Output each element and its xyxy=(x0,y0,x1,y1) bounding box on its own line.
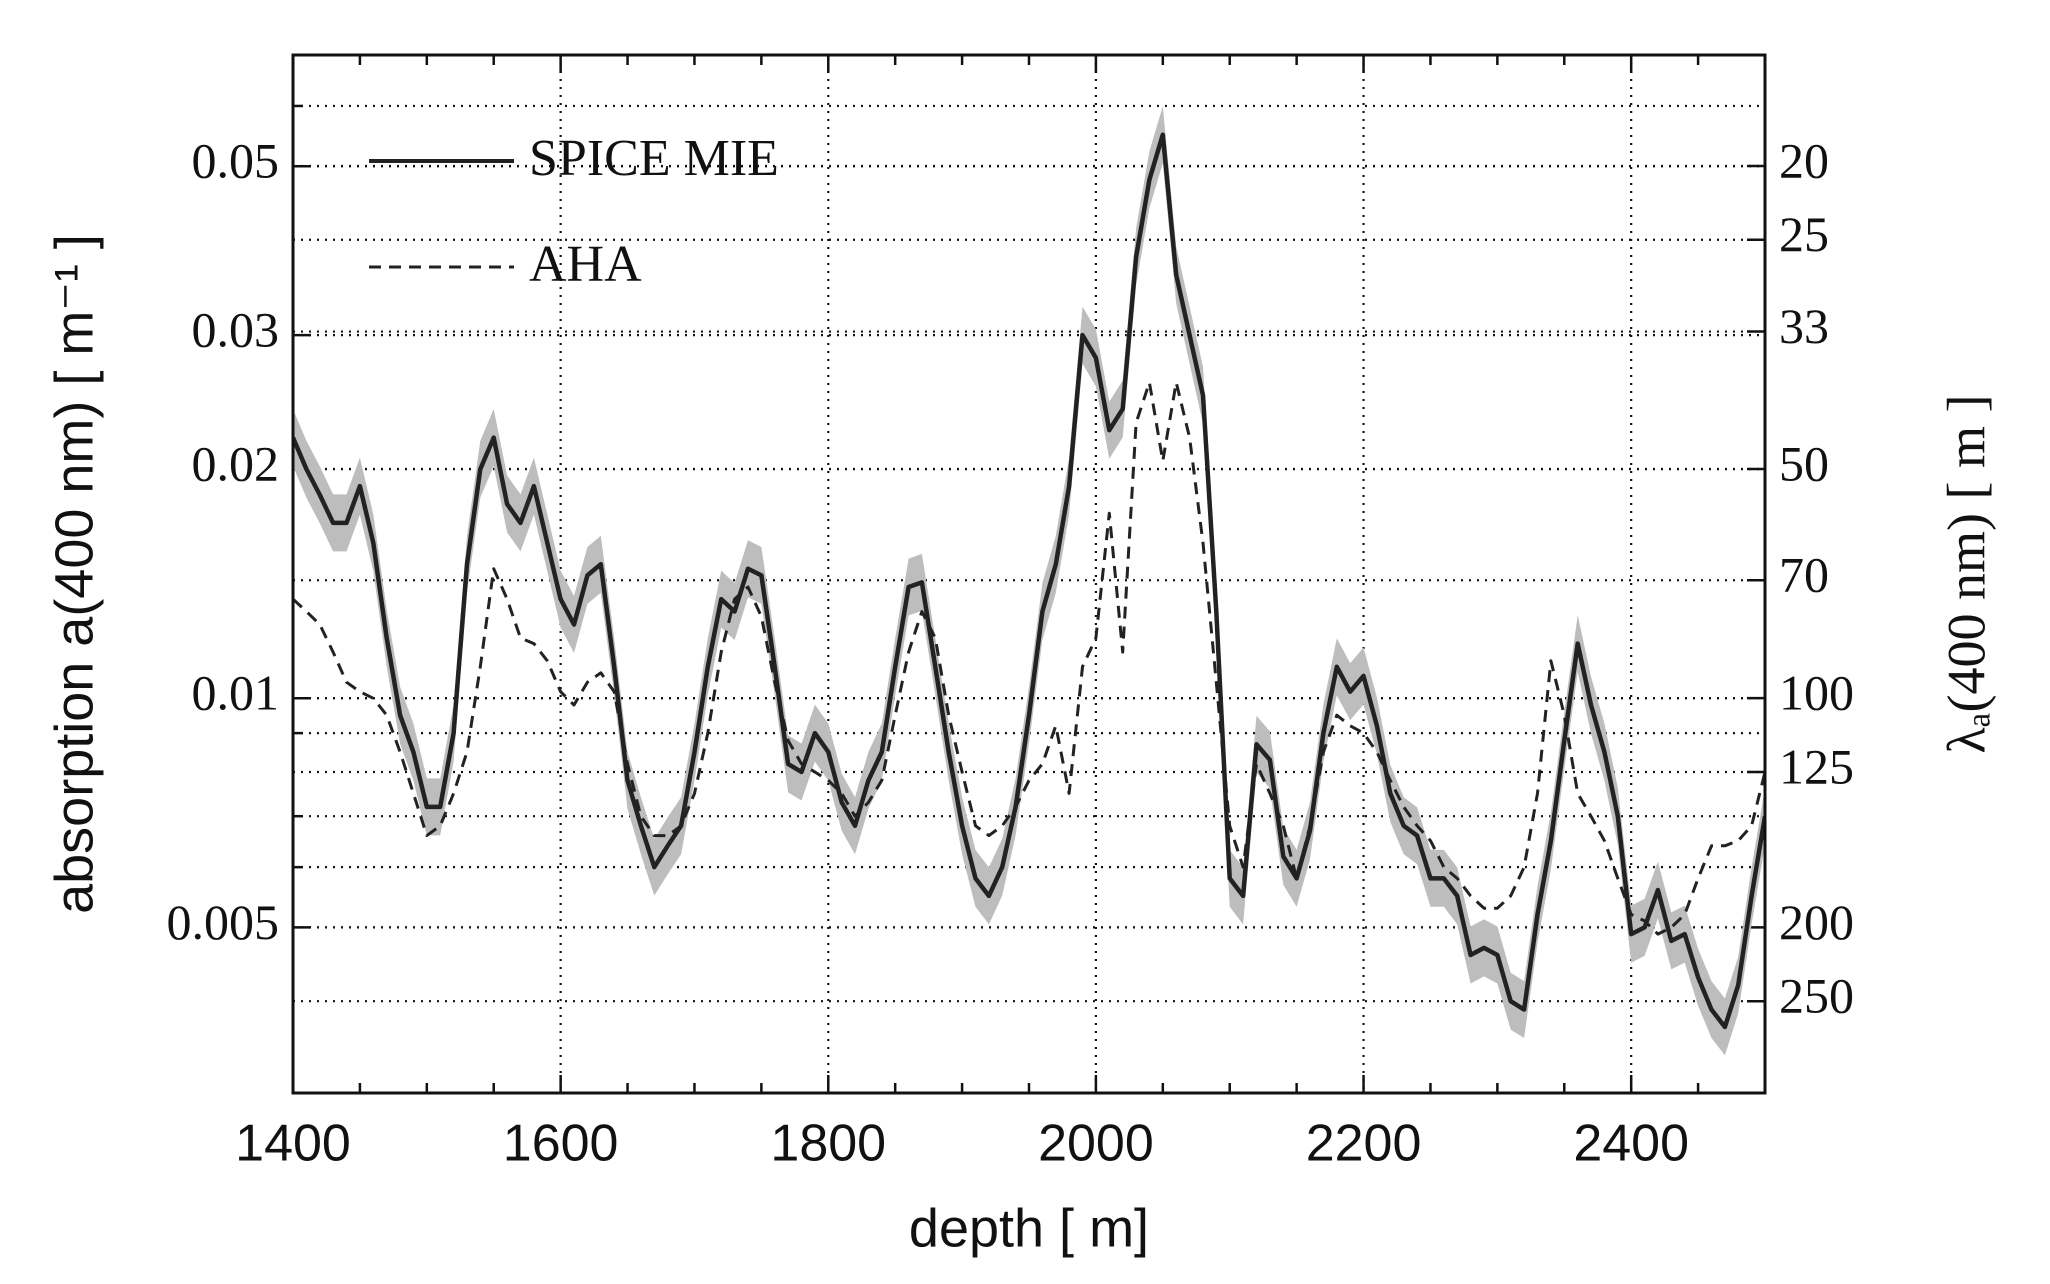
x-tick-label: 2400 xyxy=(1573,1115,1689,1173)
y2-tick-label: 25 xyxy=(1779,206,1829,262)
y2-tick-label: 200 xyxy=(1779,894,1854,950)
x-tick-label: 1400 xyxy=(235,1115,351,1173)
y2-tick-label: 50 xyxy=(1779,435,1829,491)
y2-tick-label: 20 xyxy=(1779,132,1829,188)
y2-axis-label: λₐ(400 nm) [ m ] xyxy=(1936,395,1996,754)
plot-frame xyxy=(291,53,1767,1095)
error-band xyxy=(293,106,1765,1056)
y-tick-label: 0.005 xyxy=(167,894,280,950)
y-tick-label: 0.01 xyxy=(192,665,280,721)
y-tick-label: 0.05 xyxy=(192,133,280,189)
y-axis-label: absorption a(400 nm) [ m⁻¹ ] xyxy=(44,234,104,914)
y2-tick-label: 250 xyxy=(1779,968,1854,1024)
x-tick-label: 2200 xyxy=(1306,1115,1422,1173)
series-line xyxy=(293,380,1765,936)
y2-tick-label: 33 xyxy=(1779,298,1829,354)
y-tick-label: 0.03 xyxy=(192,302,280,358)
x-tick-label: 1800 xyxy=(770,1115,886,1173)
legend-label: SPICE MIE xyxy=(529,130,779,187)
y-tick-label: 0.02 xyxy=(192,436,280,492)
y2-tick-label: 70 xyxy=(1779,547,1829,603)
x-tick-label: 2000 xyxy=(1038,1115,1154,1173)
x-tick-label: 1600 xyxy=(503,1115,619,1173)
legend-label: AHA xyxy=(529,236,642,293)
series-line xyxy=(293,132,1765,1030)
y2-tick-label: 100 xyxy=(1779,665,1854,721)
x-axis-label: depth [ m] xyxy=(909,1198,1149,1258)
y2-tick-label: 125 xyxy=(1779,738,1854,794)
